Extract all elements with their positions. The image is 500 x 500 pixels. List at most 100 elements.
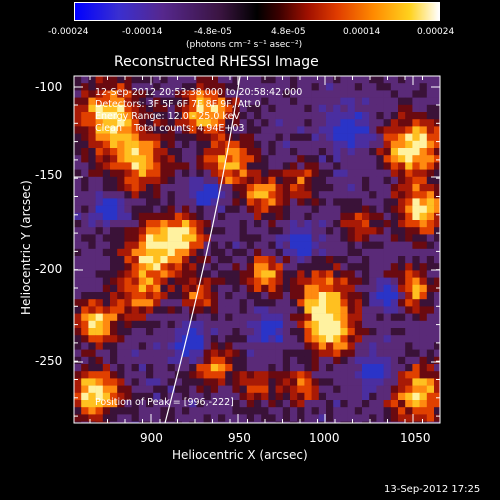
image-pixel	[81, 378, 89, 386]
image-pixel	[412, 97, 420, 106]
image-pixel	[254, 205, 262, 214]
image-pixel	[210, 191, 219, 199]
image-pixel	[282, 112, 291, 120]
image-pixel	[210, 104, 219, 113]
image-pixel	[95, 349, 104, 358]
image-pixel	[275, 356, 284, 365]
image-pixel	[311, 198, 320, 206]
image-pixel	[153, 263, 161, 271]
image-pixel	[239, 299, 248, 307]
image-pixel	[131, 90, 140, 98]
image-pixel	[390, 198, 399, 206]
image-pixel	[282, 356, 291, 365]
image-pixel	[182, 162, 190, 170]
image-pixel	[383, 133, 392, 142]
image-pixel	[282, 328, 291, 336]
image-pixel	[146, 284, 154, 293]
image-pixel	[218, 335, 226, 343]
image-pixel	[81, 371, 89, 379]
image-pixel	[110, 148, 118, 156]
image-pixel	[88, 270, 96, 278]
image-pixel	[189, 320, 197, 329]
image-pixel	[362, 313, 370, 322]
image-pixel	[210, 256, 219, 264]
image-pixel	[102, 256, 111, 264]
image-pixel	[398, 234, 406, 242]
image-pixel	[254, 371, 262, 379]
image-pixel	[246, 148, 255, 156]
y-tick-label: -100	[35, 80, 63, 94]
image-pixel	[333, 162, 341, 170]
colorbar-tick: -0.00014	[122, 27, 163, 37]
energy-range-label: Energy Range: 12.0 - 25.0 keV	[95, 111, 240, 122]
image-pixel	[419, 83, 428, 91]
image-pixel	[160, 83, 168, 91]
image-pixel	[124, 378, 132, 386]
image-pixel	[434, 90, 440, 98]
image-pixel	[405, 241, 413, 250]
image-pixel	[362, 328, 370, 336]
image-pixel	[182, 414, 190, 422]
image-pixel	[297, 234, 305, 242]
image-pixel	[275, 364, 284, 372]
image-pixel	[261, 256, 269, 264]
image-pixel	[246, 385, 255, 394]
image-pixel	[362, 184, 370, 192]
image-pixel	[239, 320, 248, 329]
image-pixel	[239, 270, 248, 278]
image-pixel	[318, 148, 327, 156]
image-pixel	[369, 191, 377, 199]
image-pixel	[254, 356, 262, 365]
image-pixel	[218, 277, 226, 286]
image-pixel	[254, 83, 262, 91]
image-pixel	[81, 220, 89, 228]
image-pixel	[290, 133, 298, 142]
image-pixel	[282, 414, 291, 422]
image-pixel	[124, 112, 132, 120]
image-pixel	[261, 313, 269, 322]
image-pixel	[405, 385, 413, 394]
image-pixel	[102, 320, 111, 329]
image-pixel	[405, 364, 413, 372]
image-pixel	[347, 421, 356, 423]
image-pixel	[340, 184, 348, 192]
image-pixel	[167, 284, 176, 293]
image-pixel	[362, 248, 370, 257]
image-pixel	[88, 104, 96, 113]
image-pixel	[297, 119, 305, 127]
image-pixel	[419, 162, 428, 170]
image-pixel	[333, 421, 341, 423]
image-pixel	[232, 234, 240, 242]
image-pixel	[390, 241, 399, 250]
image-pixel	[290, 212, 298, 221]
image-pixel	[333, 205, 341, 214]
image-pixel	[210, 76, 219, 84]
image-pixel	[390, 227, 399, 235]
image-pixel	[340, 227, 348, 235]
image-pixel	[110, 313, 118, 322]
image-pixel	[318, 140, 327, 149]
image-pixel	[131, 299, 140, 307]
image-pixel	[110, 133, 118, 142]
image-pixel	[218, 90, 226, 98]
image-pixel	[290, 155, 298, 163]
image-pixel	[196, 83, 204, 91]
image-pixel	[88, 328, 96, 336]
image-pixel	[412, 320, 420, 329]
image-pixel	[138, 292, 147, 300]
image-pixel	[225, 205, 233, 214]
image-pixel	[189, 83, 197, 91]
image-pixel	[203, 335, 212, 343]
image-pixel	[383, 241, 392, 250]
image-pixel	[261, 292, 269, 300]
image-pixel	[398, 104, 406, 113]
image-pixel	[74, 364, 82, 372]
image-pixel	[146, 155, 154, 163]
image-pixel	[261, 112, 269, 120]
image-pixel	[117, 414, 125, 422]
image-pixel	[153, 328, 161, 336]
image-pixel	[390, 335, 399, 343]
image-pixel	[95, 76, 104, 84]
image-pixel	[203, 284, 212, 293]
image-pixel	[261, 349, 269, 358]
